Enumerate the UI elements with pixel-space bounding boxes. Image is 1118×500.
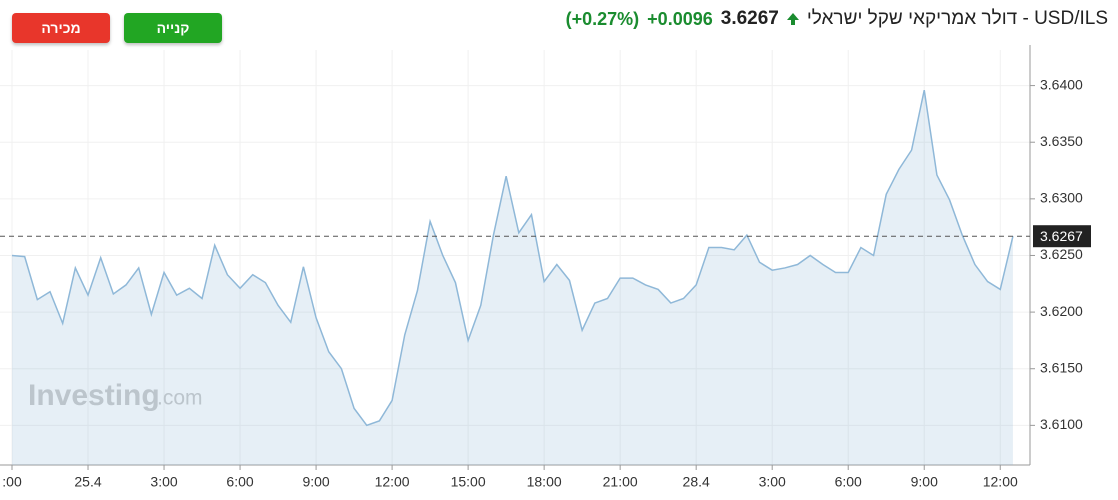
- header: USD/ILS - דולר אמריקאי שקל ישראלי 3.6267…: [566, 8, 1108, 30]
- x-tick-label: 25.4: [74, 474, 101, 490]
- last-price-box: [1033, 225, 1091, 248]
- sell-button[interactable]: מכירה: [12, 13, 110, 43]
- x-tick-label: 18:00: [527, 474, 562, 490]
- x-tick-label: 3:00: [759, 474, 786, 490]
- change: +0.0096: [647, 8, 713, 29]
- area-fill: [12, 90, 1013, 465]
- x-tick-label: 12:00: [375, 474, 410, 490]
- buy-button[interactable]: קנייה: [124, 13, 222, 43]
- price-line: [11, 89, 1014, 427]
- y-tick-label: 3.6250: [1040, 246, 1083, 262]
- x-tick-label: 9:00: [302, 474, 329, 490]
- x-tick-label: 15:00: [451, 474, 486, 490]
- watermark-suffix: .com: [157, 387, 203, 410]
- watermark-brand: Investing: [28, 379, 160, 412]
- grid: [0, 50, 1030, 465]
- up-arrow: [786, 13, 799, 25]
- x-tick-label: 21:00: [603, 474, 638, 490]
- change-percent: (+0.27%): [565, 8, 640, 29]
- x-tick-label: 3:00: [150, 474, 177, 490]
- y-tick-label: 3.6150: [1040, 359, 1083, 375]
- chart-title: USD/ILS - דולר אמריקאי שקל ישראלי: [806, 8, 1108, 29]
- x-tick-label: 6:00: [226, 474, 253, 490]
- x-tick-label: 28.4: [683, 474, 710, 490]
- y-tick-label: 3.6200: [1040, 303, 1083, 319]
- y-tick-label: 3.6350: [1040, 133, 1083, 149]
- x-tick-label: 9:00: [911, 474, 938, 490]
- x-tick-label: :00: [2, 474, 22, 490]
- price: 3.6267: [720, 8, 779, 29]
- y-tick-label: 3.6100: [1040, 416, 1083, 432]
- y-tick-label: 3.6300: [1040, 190, 1083, 206]
- x-tick-label: 12:00: [983, 474, 1018, 490]
- y-tick-label: 3.6400: [1040, 76, 1083, 92]
- x-tick-label: 6:00: [835, 474, 862, 490]
- last-price-label: 3.6267: [1040, 228, 1083, 244]
